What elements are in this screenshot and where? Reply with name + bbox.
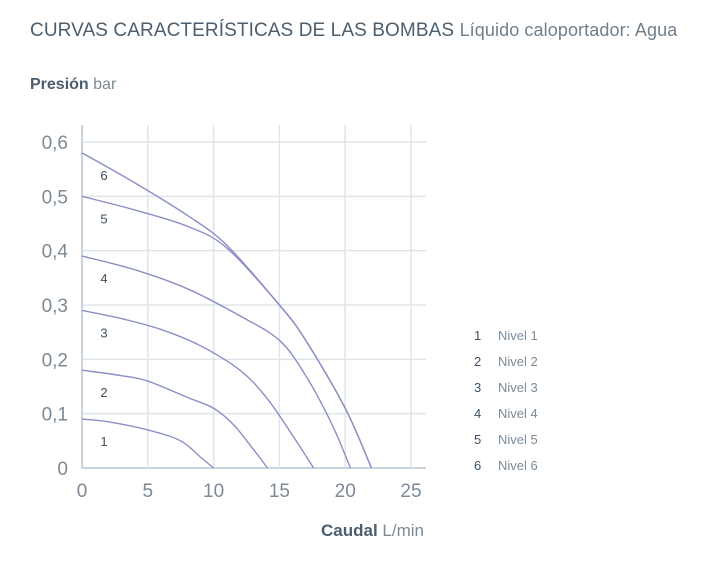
curve-3 [81, 309, 315, 469]
legend-label: Nivel 1 [498, 327, 538, 343]
curve-labels: 1 2 3 4 5 6 [100, 168, 107, 449]
curve-label-2: 2 [100, 385, 107, 400]
legend-item: 5 Nivel 5 [474, 426, 538, 452]
y-tick-label: 0 [57, 459, 68, 480]
legend-item: 6 Nivel 6 [474, 452, 538, 478]
curve-label-1: 1 [100, 434, 107, 449]
curve-label-6: 6 [100, 168, 107, 183]
legend: 1 Nivel 1 2 Nivel 2 3 Nivel 3 4 Nivel 4 5 Nivel 5… [474, 322, 538, 478]
legend-label: Nivel 2 [498, 353, 538, 369]
legend-number: 4 [474, 405, 482, 421]
legend-label: Nivel 5 [498, 431, 538, 447]
x-axis-label-unit: L/min [382, 521, 424, 540]
y-axis-label-unit: bar [93, 76, 117, 93]
curve-label-5: 5 [100, 211, 107, 226]
y-tick-label: 0,4 [42, 242, 69, 263]
x-tick-label: 5 [143, 481, 154, 502]
title-main: CURVAS CARACTERÍSTICAS DE LAS BOMBAS [30, 20, 455, 41]
y-tick-label: 0,6 [42, 133, 68, 154]
x-tick-label: 20 [335, 481, 356, 502]
curve-5 [81, 195, 373, 469]
curve-label-4: 4 [100, 271, 107, 286]
chart-title: CURVAS CARACTERÍSTICAS DE LAS BOMBAS Líq… [30, 20, 677, 42]
y-tick-label: 0,3 [42, 296, 68, 317]
y-axis-label: Presión bar [30, 76, 116, 94]
legend-number: 1 [474, 327, 482, 343]
x-tick-label: 15 [269, 481, 290, 502]
x-axis-label-name: Caudal [321, 521, 378, 540]
legend-label: Nivel 3 [498, 379, 538, 395]
legend-number: 3 [474, 379, 482, 395]
x-axis-label: Caudal L/min [321, 521, 424, 541]
legend-item: 1 Nivel 1 [474, 322, 538, 348]
legend-number: 2 [474, 353, 482, 369]
curve-2 [81, 369, 269, 469]
legend-label: Nivel 4 [498, 405, 538, 421]
legend-label: Nivel 6 [498, 457, 538, 473]
legend-number: 5 [474, 431, 482, 447]
legend-item: 3 Nivel 3 [474, 374, 538, 400]
legend-item: 4 Nivel 4 [474, 400, 538, 426]
curve-label-3: 3 [100, 325, 107, 340]
axis-ticks: 00,10,20,30,40,50,60 5 10 15 20 25 [42, 133, 422, 502]
curve-1 [81, 418, 215, 469]
y-tick-label: 0,1 [42, 405, 68, 426]
legend-number: 6 [474, 457, 482, 473]
x-tick-label: 0 [77, 481, 88, 502]
legend-item: 2 Nivel 2 [474, 348, 538, 374]
curves [81, 152, 373, 469]
curve-6 [81, 152, 373, 469]
y-tick-label: 0,2 [42, 350, 68, 371]
grid [81, 125, 426, 469]
x-tick-label: 25 [400, 481, 421, 502]
y-tick-label: 0,5 [42, 187, 68, 208]
title-subtitle: Líquido caloportador: Agua [459, 20, 678, 40]
curve-4 [81, 255, 352, 469]
y-axis-label-name: Presión [30, 76, 89, 93]
x-tick-label: 10 [203, 481, 224, 502]
